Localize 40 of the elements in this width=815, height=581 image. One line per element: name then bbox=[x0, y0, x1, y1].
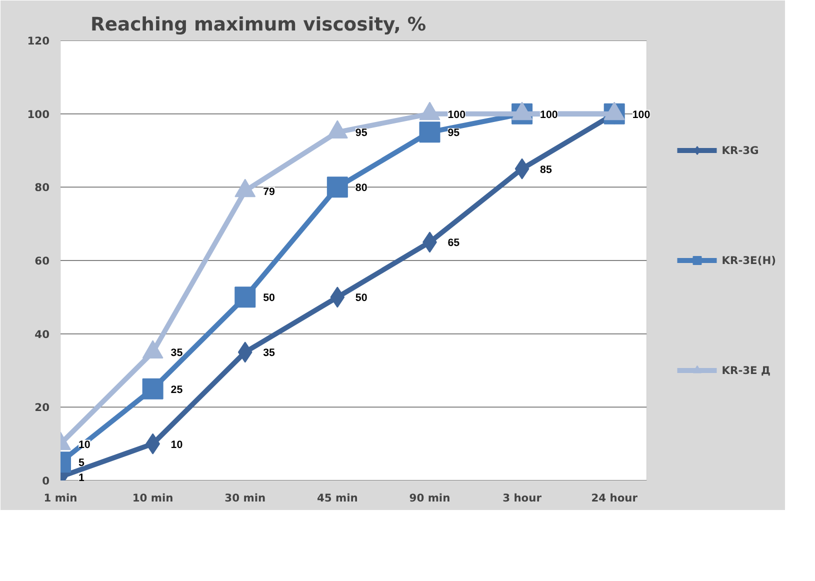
x-tick-label: 1 min bbox=[44, 492, 78, 504]
x-tick-label: 3 hour bbox=[502, 492, 542, 504]
x-tick-label: 90 min bbox=[409, 492, 450, 504]
data-label: 5 bbox=[78, 457, 84, 470]
x-tick-label: 30 min bbox=[224, 492, 266, 504]
data-label: 65 bbox=[448, 237, 460, 250]
y-tick-label: 120 bbox=[27, 34, 50, 48]
x-tick-label: 10 min bbox=[132, 492, 174, 504]
point bbox=[234, 286, 256, 308]
y-tick-label: 100 bbox=[27, 108, 50, 121]
point bbox=[419, 122, 440, 143]
data-label: 100 bbox=[448, 108, 466, 121]
data-label: 100 bbox=[540, 108, 558, 121]
data-label: 50 bbox=[263, 292, 276, 304]
data-label: 100 bbox=[632, 108, 650, 121]
data-label: 1 bbox=[78, 472, 84, 484]
data-label: 50 bbox=[355, 292, 368, 304]
data-label: 95 bbox=[448, 127, 460, 140]
data-label: 80 bbox=[355, 182, 368, 194]
data-label: 35 bbox=[170, 347, 183, 360]
y-tick-label: 0 bbox=[42, 474, 50, 488]
data-label: 10 bbox=[170, 438, 183, 451]
legend-label: KR-3E(H) bbox=[722, 254, 776, 266]
x-tick-label: 45 min bbox=[316, 492, 358, 504]
y-tick-label: 20 bbox=[34, 401, 50, 414]
legend-label: KR-3G bbox=[722, 144, 759, 156]
data-label: 79 bbox=[263, 186, 276, 198]
data-label: 35 bbox=[263, 347, 276, 360]
legend-label: KR-3E Д bbox=[722, 364, 771, 376]
data-label: 10 bbox=[78, 438, 90, 451]
chart-title: Reaching maximum viscosity, % bbox=[90, 14, 426, 36]
point bbox=[326, 176, 348, 198]
data-label: 95 bbox=[355, 127, 368, 140]
y-tick-label: 40 bbox=[34, 328, 50, 341]
data-label: 85 bbox=[540, 164, 552, 176]
point bbox=[142, 378, 164, 400]
x-tick-label: 24 hour bbox=[591, 492, 638, 504]
y-tick-label: 80 bbox=[34, 181, 50, 194]
data-label: 25 bbox=[170, 384, 183, 396]
y-tick-label: 60 bbox=[34, 254, 50, 268]
